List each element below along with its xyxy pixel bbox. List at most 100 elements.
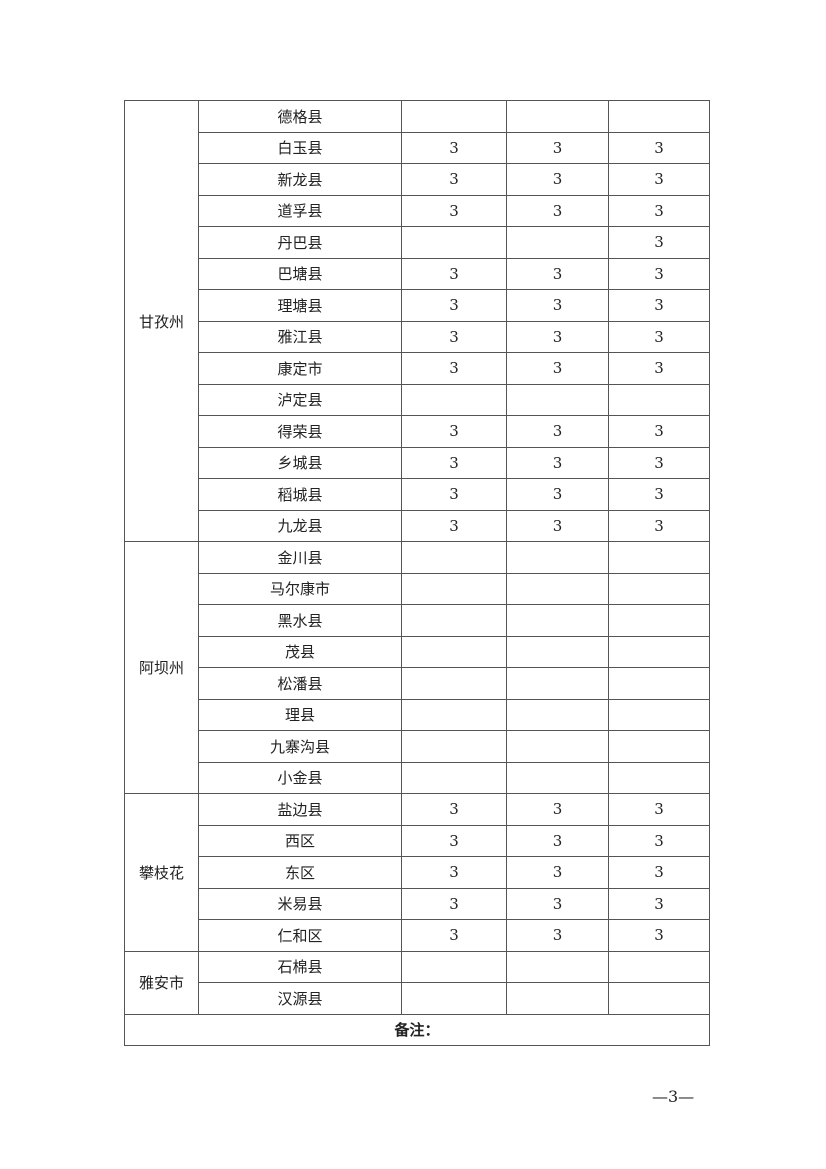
- value-cell: [506, 761, 609, 794]
- county-cell: 稻城县: [198, 478, 402, 511]
- county-cell: 米易县: [198, 887, 402, 920]
- table-row: 西区 3 3 3: [125, 824, 710, 857]
- county-cell: 马尔康市: [198, 572, 402, 605]
- county-cell: 德格县: [198, 100, 402, 133]
- table-row: 九寨沟县: [125, 730, 710, 763]
- county-cell: 黑水县: [198, 604, 402, 637]
- table-row: 得荣县 3 3 3: [125, 415, 710, 448]
- county-cell: 石棉县: [198, 950, 402, 983]
- value-cell: [608, 698, 710, 731]
- region-cell: 阿坝州: [124, 541, 199, 794]
- value-cell: 3: [506, 887, 609, 920]
- value-cell: 3: [401, 824, 507, 857]
- table-row: 东区 3 3 3: [125, 856, 710, 889]
- county-cell: 西区: [198, 824, 402, 857]
- value-cell: [401, 667, 507, 700]
- value-cell: 3: [401, 257, 507, 290]
- value-cell: 3: [608, 163, 710, 196]
- value-cell: 3: [506, 415, 609, 448]
- county-cell: 小金县: [198, 761, 402, 794]
- value-cell: 3: [506, 194, 609, 227]
- value-cell: [506, 383, 609, 416]
- county-cell: 九龙县: [198, 509, 402, 542]
- value-cell: [608, 982, 710, 1015]
- table-row: 泸定县: [125, 383, 710, 416]
- table-row: 新龙县 3 3 3: [125, 163, 710, 196]
- table-row: 乡城县 3 3 3: [125, 446, 710, 479]
- county-cell: 东区: [198, 856, 402, 889]
- value-cell: 3: [506, 289, 609, 322]
- table-row: 理塘县 3 3 3: [125, 289, 710, 322]
- value-cell: 3: [608, 446, 710, 479]
- value-cell: 3: [608, 194, 710, 227]
- value-cell: 3: [608, 887, 710, 920]
- county-cell: 康定市: [198, 352, 402, 385]
- value-cell: [506, 698, 609, 731]
- county-cell: 丹巴县: [198, 226, 402, 259]
- value-cell: [506, 541, 609, 574]
- value-cell: [608, 604, 710, 637]
- value-cell: [506, 730, 609, 763]
- value-cell: 3: [401, 919, 507, 952]
- value-cell: [401, 635, 507, 668]
- value-cell: 3: [608, 320, 710, 353]
- county-cell: 茂县: [198, 635, 402, 668]
- value-cell: [506, 667, 609, 700]
- county-cell: 巴塘县: [198, 257, 402, 290]
- value-cell: [401, 761, 507, 794]
- table-row: 马尔康市: [125, 572, 710, 605]
- county-cell: 得荣县: [198, 415, 402, 448]
- county-cell: 雅江县: [198, 320, 402, 353]
- note-row: 备注：: [124, 1013, 710, 1046]
- note-label: 备注：: [124, 1013, 710, 1046]
- value-cell: 3: [608, 131, 710, 164]
- table-row: 米易县 3 3 3: [125, 887, 710, 920]
- value-cell: [401, 730, 507, 763]
- table-row: 雅安市 石棉县: [124, 950, 710, 1015]
- table-row: 白玉县 3 3 3: [125, 131, 710, 164]
- value-cell: [401, 572, 507, 605]
- value-cell: 3: [401, 289, 507, 322]
- value-cell: 3: [506, 446, 609, 479]
- county-cell: 新龙县: [198, 163, 402, 196]
- value-cell: 3: [608, 415, 710, 448]
- value-cell: 3: [401, 352, 507, 385]
- table-row: 道孚县 3 3 3: [125, 194, 710, 227]
- county-cell: 理县: [198, 698, 402, 731]
- value-cell: [608, 635, 710, 668]
- region-cell: 雅安市: [124, 950, 199, 1015]
- table-row: 甘孜州 德格县: [124, 100, 710, 542]
- value-cell: [401, 982, 507, 1015]
- value-cell: 3: [401, 509, 507, 542]
- value-cell: 3: [401, 478, 507, 511]
- value-cell: [506, 100, 609, 133]
- value-cell: [608, 761, 710, 794]
- value-cell: [401, 950, 507, 983]
- value-cell: [506, 982, 609, 1015]
- value-cell: [401, 604, 507, 637]
- value-cell: [608, 667, 710, 700]
- data-table: 甘孜州 德格县 白玉县 3 3 3 新龙县 3 3 3 道孚县 3 3 3 丹巴县 3 巴塘县 3 3 3 理塘县 3 3 3…: [124, 100, 710, 1046]
- county-cell: 金川县: [198, 541, 402, 574]
- value-cell: 3: [401, 887, 507, 920]
- value-cell: 3: [506, 793, 609, 826]
- value-cell: 3: [608, 478, 710, 511]
- value-cell: 3: [608, 824, 710, 857]
- value-cell: 3: [506, 509, 609, 542]
- county-cell: 盐边县: [198, 793, 402, 826]
- table-row: 雅江县 3 3 3: [125, 320, 710, 353]
- county-cell: 乡城县: [198, 446, 402, 479]
- value-cell: 3: [401, 793, 507, 826]
- value-cell: 3: [506, 163, 609, 196]
- value-cell: [506, 604, 609, 637]
- table-row: 攀枝花 盐边县 3 3 3: [124, 793, 710, 952]
- value-cell: [608, 383, 710, 416]
- value-cell: 3: [608, 226, 710, 259]
- value-cell: 3: [401, 194, 507, 227]
- value-cell: [401, 100, 507, 133]
- value-cell: 3: [506, 131, 609, 164]
- value-cell: 3: [506, 257, 609, 290]
- value-cell: 3: [608, 793, 710, 826]
- table-row: 阿坝州 金川县: [124, 541, 710, 794]
- county-cell: 理塘县: [198, 289, 402, 322]
